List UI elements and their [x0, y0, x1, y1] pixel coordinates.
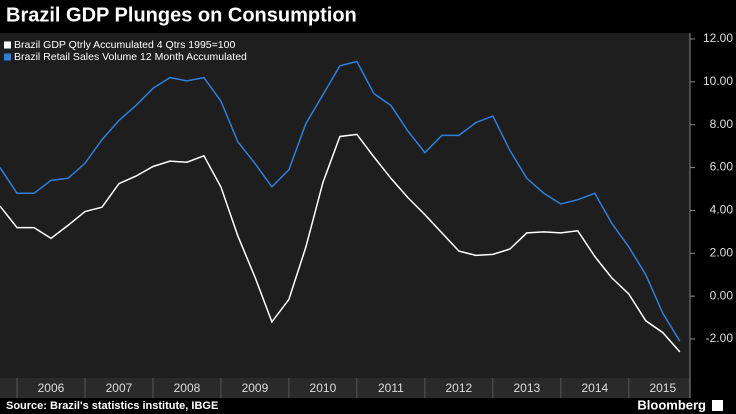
y-tick-label: 12.00 — [703, 31, 733, 45]
y-tick-label: 8.00 — [710, 117, 734, 131]
x-tick-label: 2015 — [649, 381, 676, 395]
y-tick-label: 10.00 — [703, 74, 733, 88]
series-line — [0, 60, 681, 342]
brand: Bloomberg — [637, 397, 706, 412]
plot-area — [0, 33, 690, 378]
y-tick-label: 4.00 — [710, 203, 734, 217]
x-tick-label: 2006 — [38, 381, 65, 395]
x-tick-label: 2013 — [513, 381, 540, 395]
chart-title: Brazil GDP Plunges on Consumption — [6, 4, 357, 26]
source: Source: Brazil's statistics institute, I… — [6, 400, 218, 412]
legend-label: Brazil GDP Qtrly Accumulated 4 Qtrs 1995… — [14, 39, 235, 51]
series-line — [0, 133, 681, 353]
legend-swatch — [4, 41, 11, 49]
x-tick-label: 2012 — [446, 381, 473, 395]
brand-icon — [712, 400, 723, 411]
x-tick-label: 2009 — [242, 381, 269, 395]
y-tick-label: 0.00 — [710, 288, 734, 302]
x-axis-band — [0, 378, 690, 398]
y-tick-label: -2.00 — [706, 331, 734, 345]
x-tick-label: 2014 — [581, 381, 608, 395]
y-tick-label: 6.00 — [710, 160, 734, 174]
x-tick-label: 2011 — [378, 381, 404, 395]
legend-label: Brazil Retail Sales Volume 12 Month Accu… — [14, 51, 247, 63]
x-tick-label: 2008 — [174, 381, 201, 395]
y-tick-label: 2.00 — [710, 245, 734, 259]
x-tick-label: 2010 — [310, 381, 337, 395]
x-tick-label: 2007 — [106, 381, 133, 395]
legend-swatch — [4, 53, 11, 61]
